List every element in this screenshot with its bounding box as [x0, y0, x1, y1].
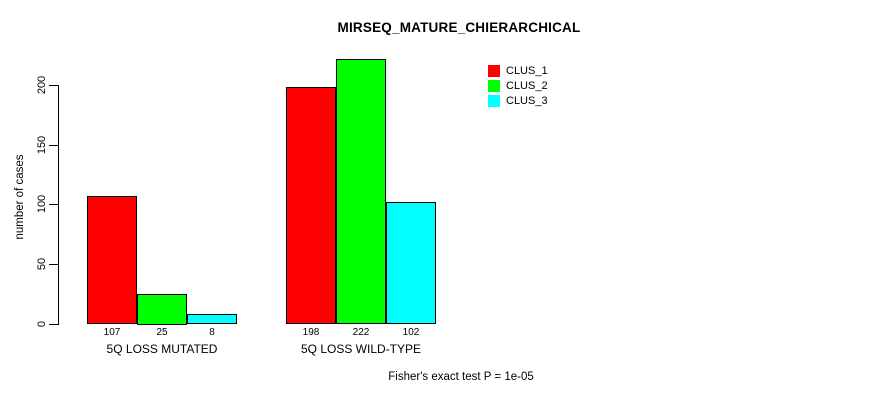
- legend-color-swatch-icon: [488, 79, 500, 92]
- legend-color-swatch-icon: [488, 94, 500, 107]
- legend-label: CLUS_1: [506, 64, 548, 77]
- y-tick: [49, 204, 58, 206]
- y-tick-label: 50: [36, 257, 48, 270]
- legend-label: CLUS_2: [506, 79, 548, 92]
- legend-label: CLUS_3: [506, 94, 548, 107]
- y-tick: [49, 144, 58, 146]
- y-tick: [49, 323, 58, 325]
- y-tick-label: 0: [36, 320, 48, 327]
- y-tick-label: 100: [36, 195, 48, 214]
- statistical-test-note: Fisher's exact test P = 1e-05: [388, 371, 534, 383]
- category-label: 5Q LOSS MUTATED: [106, 342, 218, 356]
- bar-clus_2-group1: [137, 293, 187, 325]
- y-tick: [49, 263, 58, 265]
- legend-item: CLUS_1: [488, 63, 548, 78]
- y-axis-line: [58, 85, 59, 325]
- legend-item: CLUS_2: [488, 78, 548, 93]
- chart-title: MIRSEQ_MATURE_CHIERARCHICAL: [337, 20, 581, 35]
- bar-value-label: 8: [209, 327, 215, 338]
- bar-value-label: 107: [103, 327, 121, 338]
- bar-value-label: 25: [156, 327, 168, 338]
- bar-value-label: 198: [302, 327, 320, 338]
- legend-color-swatch-icon: [488, 64, 500, 77]
- y-axis-label: number of cases: [14, 154, 26, 240]
- bar-clus_2-group2: [336, 58, 386, 325]
- y-tick: [49, 85, 58, 86]
- bar-value-label: 102: [402, 327, 420, 338]
- y-tick-label: 150: [36, 135, 48, 154]
- y-tick-label: 200: [36, 75, 48, 95]
- bar-clus_3-group2: [386, 201, 436, 325]
- bar-clus_3-group1: [187, 313, 237, 325]
- legend-item: CLUS_3: [488, 93, 548, 108]
- category-label: 5Q LOSS WILD-TYPE: [300, 342, 422, 356]
- bar-clus_1-group2: [286, 87, 336, 325]
- bar-value-label: 222: [352, 327, 370, 338]
- bar-clus_1-group1: [87, 195, 137, 325]
- legend: CLUS_1 CLUS_2 CLUS_3: [488, 63, 548, 108]
